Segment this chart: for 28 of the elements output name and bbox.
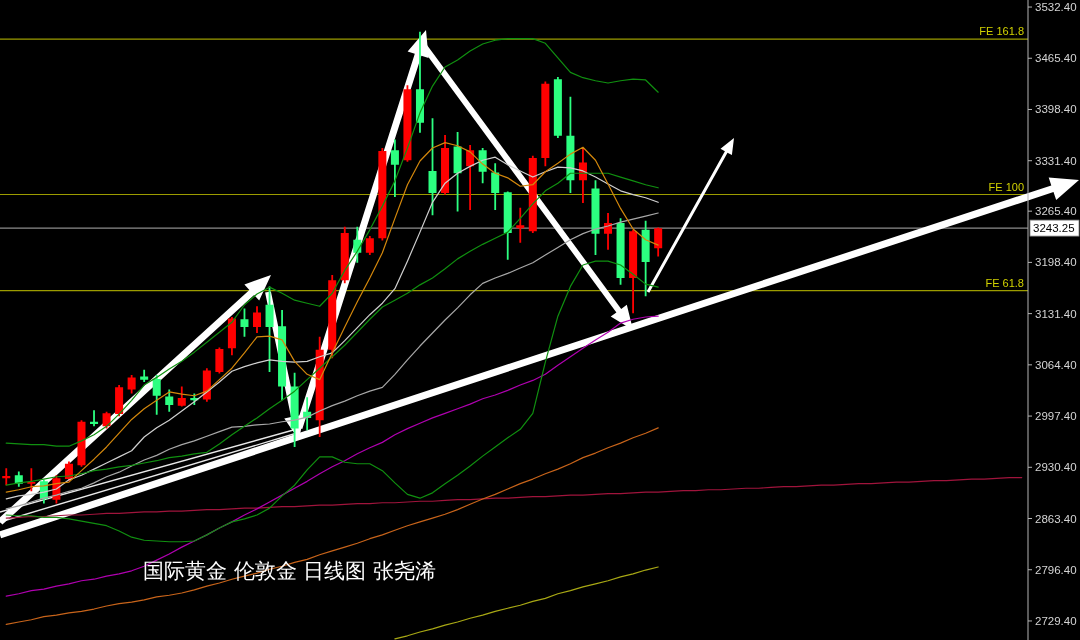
y-tick-label: 3331.40 (1035, 154, 1077, 167)
y-tick-label: 3064.40 (1035, 358, 1077, 371)
candlestick (90, 410, 99, 427)
candlestick (27, 468, 36, 492)
y-tick-label: 2796.40 (1035, 563, 1077, 576)
y-tick-label: 3398.40 (1035, 103, 1077, 116)
line-series (5, 427, 659, 625)
y-tick-label: 2863.40 (1035, 512, 1077, 525)
y-tick-label: 2997.40 (1035, 410, 1077, 423)
y-tick-label: 2729.40 (1035, 614, 1077, 627)
y-tick-label: 3465.40 (1035, 52, 1077, 65)
line-series (5, 38, 659, 447)
y-tick-label: 2930.40 (1035, 461, 1077, 474)
candlestick (516, 207, 525, 243)
annotation: FE 161.8 (979, 25, 1024, 38)
y-tick-label: 3198.40 (1035, 256, 1077, 269)
line-series (5, 260, 659, 543)
y-tick-label: 3532.40 (1035, 1, 1077, 14)
line-series (5, 315, 659, 597)
line-series (5, 476, 1023, 519)
candlestick (2, 468, 11, 486)
annotation: FE 61.8 (985, 276, 1024, 289)
candlestick (390, 139, 399, 197)
annotation: FE 100 (988, 180, 1024, 193)
ref-line-label: 3243.25 (1033, 222, 1075, 235)
line-series (5, 212, 659, 510)
y-tick-label: 3265.40 (1035, 205, 1077, 218)
y-tick-label: 3131.40 (1035, 307, 1077, 320)
